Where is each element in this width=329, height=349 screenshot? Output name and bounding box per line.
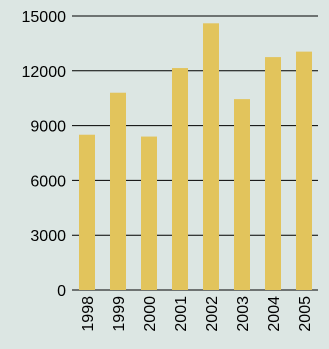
x-tick-label: 1998	[80, 296, 97, 332]
bar-2004	[265, 57, 281, 290]
x-tick-label: 1999	[111, 296, 128, 332]
x-tick-label: 2002	[204, 296, 221, 332]
x-tick-label: 2000	[142, 296, 159, 332]
y-axis-tick-labels: 0 3000 6000 9000 12000 15000	[22, 9, 67, 300]
y-tick-label: 0	[57, 283, 66, 300]
bars	[79, 23, 312, 291]
bar-2003	[234, 99, 250, 290]
bar-1998	[79, 134, 95, 290]
bar-2000	[141, 136, 157, 290]
x-tick-label: 2003	[235, 296, 252, 332]
bar-2005	[296, 51, 312, 291]
x-tick-label: 2005	[297, 296, 314, 332]
y-tick-label: 9000	[30, 119, 66, 136]
y-tick-label: 3000	[30, 228, 66, 245]
bar-2002	[203, 23, 219, 290]
x-tick-label: 2004	[266, 296, 283, 332]
y-tick-label: 6000	[30, 173, 66, 190]
x-axis-tick-labels: 1998 1999 2000 2001 2002 2003 2004 2005	[80, 296, 314, 332]
x-tick-label: 2001	[173, 296, 190, 332]
bar-1999	[110, 92, 126, 290]
y-tick-label: 15000	[22, 9, 67, 26]
gridlines	[72, 15, 318, 291]
y-tick-label: 12000	[22, 64, 67, 81]
bar-2001	[172, 68, 188, 290]
